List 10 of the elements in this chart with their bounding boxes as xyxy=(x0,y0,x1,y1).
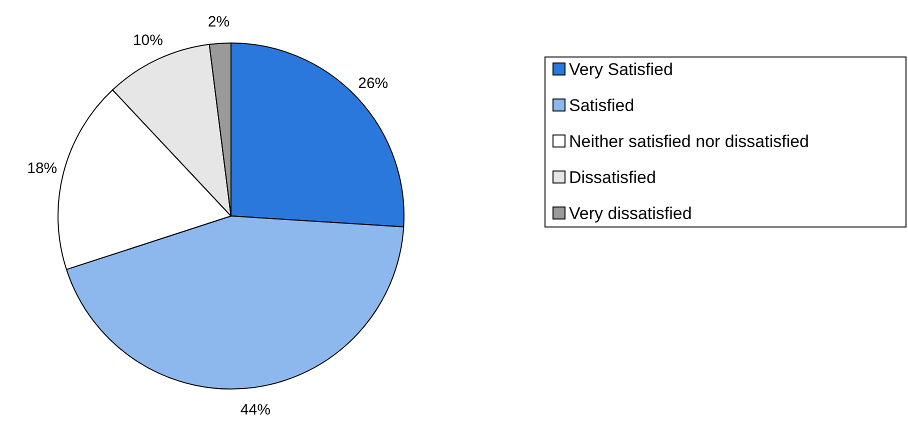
data-label: 44% xyxy=(240,402,270,419)
data-label: 2% xyxy=(208,14,230,31)
legend-label: Satisfied xyxy=(569,96,634,115)
data-label: 10% xyxy=(132,32,163,49)
data-label: 18% xyxy=(27,160,58,177)
legend-label: Neither satisfied nor dissatisfied xyxy=(569,132,810,151)
legend-label: Very dissatisfied xyxy=(569,204,692,223)
data-label: 26% xyxy=(358,74,388,92)
legend-label: Dissatisfied xyxy=(569,168,656,187)
legend-label: Very Satisfied xyxy=(569,60,673,79)
